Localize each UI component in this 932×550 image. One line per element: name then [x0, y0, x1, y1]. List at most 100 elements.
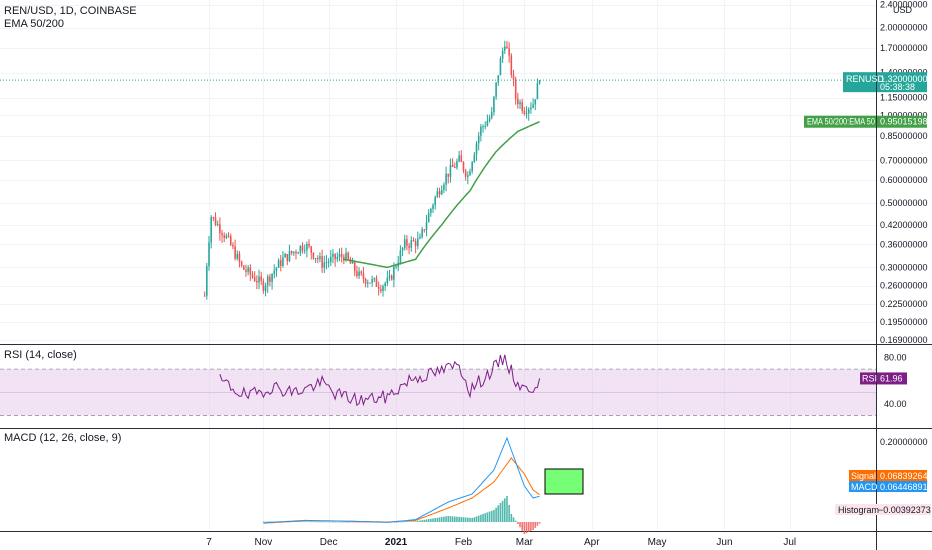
- candle-body: [534, 99, 537, 105]
- candlestick: [290, 250, 293, 256]
- candle-body: [380, 288, 382, 291]
- candlestick: [279, 254, 282, 272]
- candlestick: [527, 107, 530, 121]
- candle-body: [271, 273, 273, 282]
- histogram-bar: [414, 521, 417, 522]
- histogram-bar: [453, 516, 456, 522]
- candlestick: [236, 250, 239, 261]
- price-tick-label: 1.15000000: [880, 93, 928, 103]
- histogram-bar: [504, 498, 506, 522]
- candle-body: [530, 107, 532, 110]
- histogram-tag-bg: [835, 504, 931, 515]
- candlestick: [247, 265, 249, 276]
- candle-body: [325, 262, 328, 264]
- candle-body: [371, 278, 373, 283]
- candlestick: [408, 242, 410, 255]
- candlesticks: [203, 40, 541, 300]
- candlestick: [467, 171, 469, 185]
- candle-body: [464, 170, 467, 177]
- rsi-tag-value: 61.96: [880, 373, 903, 383]
- candle-body: [493, 96, 495, 113]
- macd-tag-value: 0.06446891: [880, 482, 928, 492]
- candlestick: [384, 281, 386, 291]
- candle-body: [214, 217, 217, 225]
- histogram-bar: [490, 510, 493, 522]
- candlestick: [299, 245, 302, 256]
- histogram-bar: [397, 521, 400, 523]
- histogram-bar: [295, 521, 297, 523]
- candle-body: [399, 250, 402, 263]
- candle-body: [316, 258, 319, 260]
- highlight-rectangle[interactable]: [544, 468, 584, 495]
- candle-body: [388, 275, 391, 278]
- candlestick: [362, 266, 365, 284]
- histogram-bar: [451, 516, 454, 522]
- candlestick: [327, 258, 330, 268]
- candle-body: [343, 256, 345, 261]
- candlestick: [453, 162, 456, 168]
- candle-body: [532, 104, 534, 108]
- histogram-bar: [314, 521, 317, 523]
- candle-body: [264, 285, 267, 292]
- histogram-bar: [506, 496, 508, 522]
- histogram-bar: [297, 521, 299, 523]
- candlestick: [325, 255, 328, 270]
- histogram-bar: [445, 516, 447, 522]
- macd-tag-value-bg: [877, 470, 927, 481]
- histogram-bar: [347, 522, 349, 523]
- candle-body: [525, 113, 528, 115]
- candlestick: [462, 161, 465, 174]
- candlestick: [430, 207, 432, 217]
- candlestick: [493, 96, 495, 116]
- macd-tag-label: MACD: [851, 482, 878, 492]
- candle-body: [227, 235, 230, 237]
- candle-body: [486, 120, 489, 126]
- candlestick: [506, 40, 508, 49]
- candlestick: [273, 264, 276, 279]
- histogram-bar: [303, 521, 306, 523]
- candle-body: [212, 217, 215, 219]
- candlestick: [225, 233, 228, 240]
- candle-body: [499, 58, 502, 76]
- histogram-bar: [495, 507, 497, 522]
- time-tick-label: May: [648, 537, 667, 548]
- candlestick: [373, 277, 376, 283]
- histogram-bar: [427, 519, 430, 522]
- candle-body: [340, 254, 343, 257]
- histogram-bar: [523, 522, 526, 534]
- candle-body: [251, 274, 254, 277]
- candle-body: [436, 191, 439, 198]
- histogram-bar: [264, 521, 267, 523]
- histogram-bar: [423, 519, 426, 522]
- price-tag-price: 1.32000000: [880, 74, 928, 84]
- candlestick: [286, 253, 289, 266]
- candle-body: [369, 282, 371, 284]
- candlestick: [482, 124, 484, 133]
- candlestick: [336, 252, 339, 263]
- grid-lines: [0, 0, 876, 530]
- candle-body: [286, 254, 289, 262]
- histogram-bar: [521, 522, 523, 531]
- candle-body: [284, 254, 286, 258]
- candle-body: [421, 229, 423, 237]
- candle-body: [469, 171, 471, 176]
- candlestick: [347, 251, 349, 261]
- macd-pane: 0.200000000.10000000Signal0.06839264MACD…: [262, 436, 931, 534]
- candlestick: [414, 238, 417, 254]
- histogram-bar: [266, 521, 269, 523]
- candlestick: [499, 56, 502, 76]
- candlestick: [312, 252, 315, 260]
- macd-tag-value: 0.06839264: [880, 471, 928, 481]
- candlestick: [521, 98, 523, 114]
- candlestick: [266, 274, 269, 294]
- time-tick-label: 2021: [385, 537, 408, 548]
- candle-body: [364, 278, 367, 284]
- candle-body: [430, 208, 432, 214]
- histogram-bar: [345, 521, 347, 523]
- ema-tag: EMA 50/200:EMA 50 0.95015198: [804, 115, 928, 128]
- price-tick-label: 2.40000000: [880, 0, 928, 10]
- candle-body: [453, 166, 456, 168]
- candle-body: [401, 248, 404, 251]
- candle-body: [275, 267, 278, 271]
